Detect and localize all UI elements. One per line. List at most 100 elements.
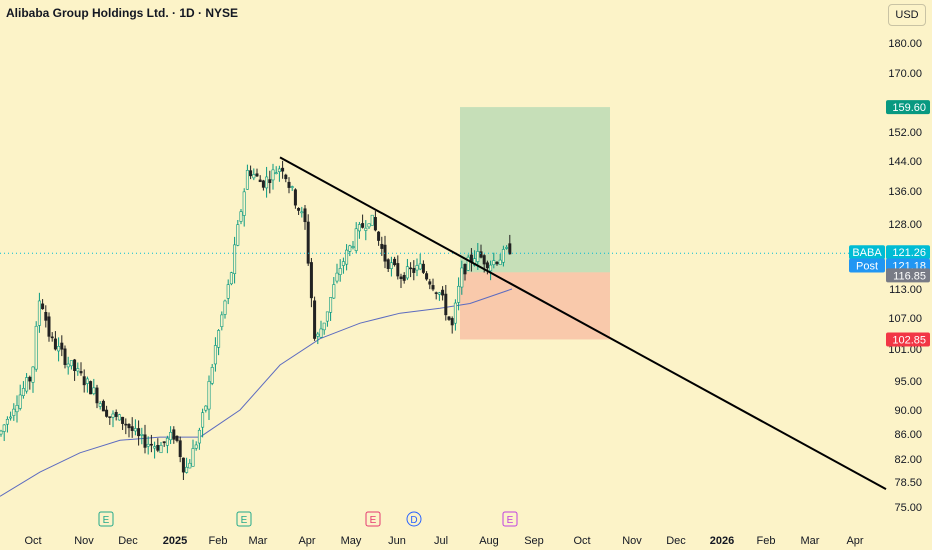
candle-body bbox=[47, 316, 51, 337]
candle-body bbox=[191, 448, 195, 467]
candle-body bbox=[53, 338, 57, 350]
candle-body bbox=[60, 342, 64, 350]
candle-body bbox=[290, 186, 294, 188]
candle-body bbox=[505, 247, 509, 249]
candle-body bbox=[281, 167, 285, 172]
candle-body bbox=[332, 284, 336, 299]
candle-body bbox=[508, 243, 512, 255]
candle-body bbox=[223, 300, 227, 315]
candle-body bbox=[393, 258, 397, 266]
trendline bbox=[279, 156, 887, 491]
price-tick-label: 144.00 bbox=[888, 156, 922, 168]
price-tag: 102.85 bbox=[886, 332, 930, 347]
time-tick-label: Apr bbox=[846, 535, 863, 547]
candle-body bbox=[204, 405, 208, 411]
candle-body bbox=[41, 303, 45, 310]
price-tag: 159.60 bbox=[886, 100, 930, 115]
svg-text:E: E bbox=[241, 515, 248, 526]
candle-body bbox=[428, 281, 432, 285]
candle-body bbox=[146, 443, 150, 447]
candle-body bbox=[143, 434, 147, 448]
candle-body bbox=[402, 275, 406, 281]
candle-body bbox=[367, 223, 371, 228]
candle-body bbox=[194, 444, 198, 449]
candle-body bbox=[309, 262, 313, 299]
candle-body bbox=[108, 416, 112, 418]
candle-body bbox=[217, 330, 221, 348]
candle-body bbox=[57, 346, 61, 352]
price-tick-label: 101.00 bbox=[888, 344, 922, 356]
candle-body bbox=[0, 430, 3, 435]
profit-zone bbox=[460, 107, 610, 273]
candle-body bbox=[380, 243, 384, 249]
candle-body bbox=[412, 268, 416, 273]
candle-body bbox=[348, 245, 352, 252]
candle-body bbox=[303, 208, 307, 223]
candle-body bbox=[9, 416, 13, 419]
candle-body bbox=[95, 387, 99, 404]
candle-body bbox=[421, 263, 425, 273]
candle-body bbox=[396, 263, 400, 277]
candle-body bbox=[293, 189, 297, 206]
candle-body bbox=[149, 443, 153, 446]
candle-body bbox=[297, 208, 301, 211]
candle-body bbox=[399, 276, 403, 280]
time-tick-label: Feb bbox=[209, 535, 228, 547]
candle-body bbox=[175, 435, 179, 441]
candle-body bbox=[255, 173, 259, 177]
candle-body bbox=[2, 424, 6, 432]
candle-body bbox=[50, 336, 54, 339]
event-marker: E bbox=[98, 511, 114, 527]
time-tick-label: 2026 bbox=[710, 535, 734, 547]
time-tick-label: Dec bbox=[666, 535, 686, 547]
position-zones bbox=[460, 107, 610, 340]
price-tag: 121.26 BABA bbox=[849, 245, 930, 260]
candle-body bbox=[172, 429, 176, 440]
svg-text:116.85: 116.85 bbox=[893, 270, 926, 282]
candle-body bbox=[431, 285, 435, 290]
price-tick-label: 82.00 bbox=[894, 454, 922, 466]
candle-body bbox=[268, 179, 272, 184]
candle-body bbox=[495, 261, 499, 265]
stop-zone bbox=[460, 272, 610, 340]
candle-body bbox=[162, 441, 166, 444]
candle-body bbox=[82, 376, 86, 386]
candle-body bbox=[441, 289, 445, 296]
candle-body bbox=[210, 367, 214, 384]
candle-body bbox=[274, 172, 278, 175]
candle-body bbox=[492, 260, 496, 265]
event-marker: E bbox=[365, 511, 381, 527]
time-tick-label: Oct bbox=[24, 535, 41, 547]
currency-button[interactable]: USD bbox=[888, 4, 926, 26]
time-tick-label: Aug bbox=[479, 535, 499, 547]
candle-body bbox=[169, 431, 173, 441]
candle-body bbox=[25, 377, 29, 392]
candle-body bbox=[252, 174, 256, 179]
time-tick-label: May bbox=[341, 535, 362, 547]
drawings bbox=[0, 156, 887, 491]
candle-body bbox=[127, 424, 131, 429]
candle-body bbox=[111, 413, 115, 418]
time-tick-label: 2025 bbox=[163, 535, 187, 547]
candle-body bbox=[444, 293, 448, 316]
candle-body bbox=[242, 191, 246, 216]
candle-body bbox=[313, 300, 317, 339]
candle-body bbox=[79, 371, 83, 374]
candle-body bbox=[101, 400, 105, 412]
candle-body bbox=[277, 168, 281, 172]
candle-body bbox=[18, 394, 22, 409]
candle-body bbox=[34, 325, 38, 370]
candle-body bbox=[463, 263, 467, 275]
candle-body bbox=[12, 408, 16, 416]
candle-body bbox=[361, 223, 365, 228]
svg-text:D: D bbox=[410, 515, 417, 526]
price-tick-label: 136.00 bbox=[888, 186, 922, 198]
candle-body bbox=[159, 445, 163, 454]
svg-text:102.85: 102.85 bbox=[892, 334, 926, 346]
price-tick-label: 113.00 bbox=[889, 284, 922, 296]
candle-body bbox=[85, 378, 89, 384]
